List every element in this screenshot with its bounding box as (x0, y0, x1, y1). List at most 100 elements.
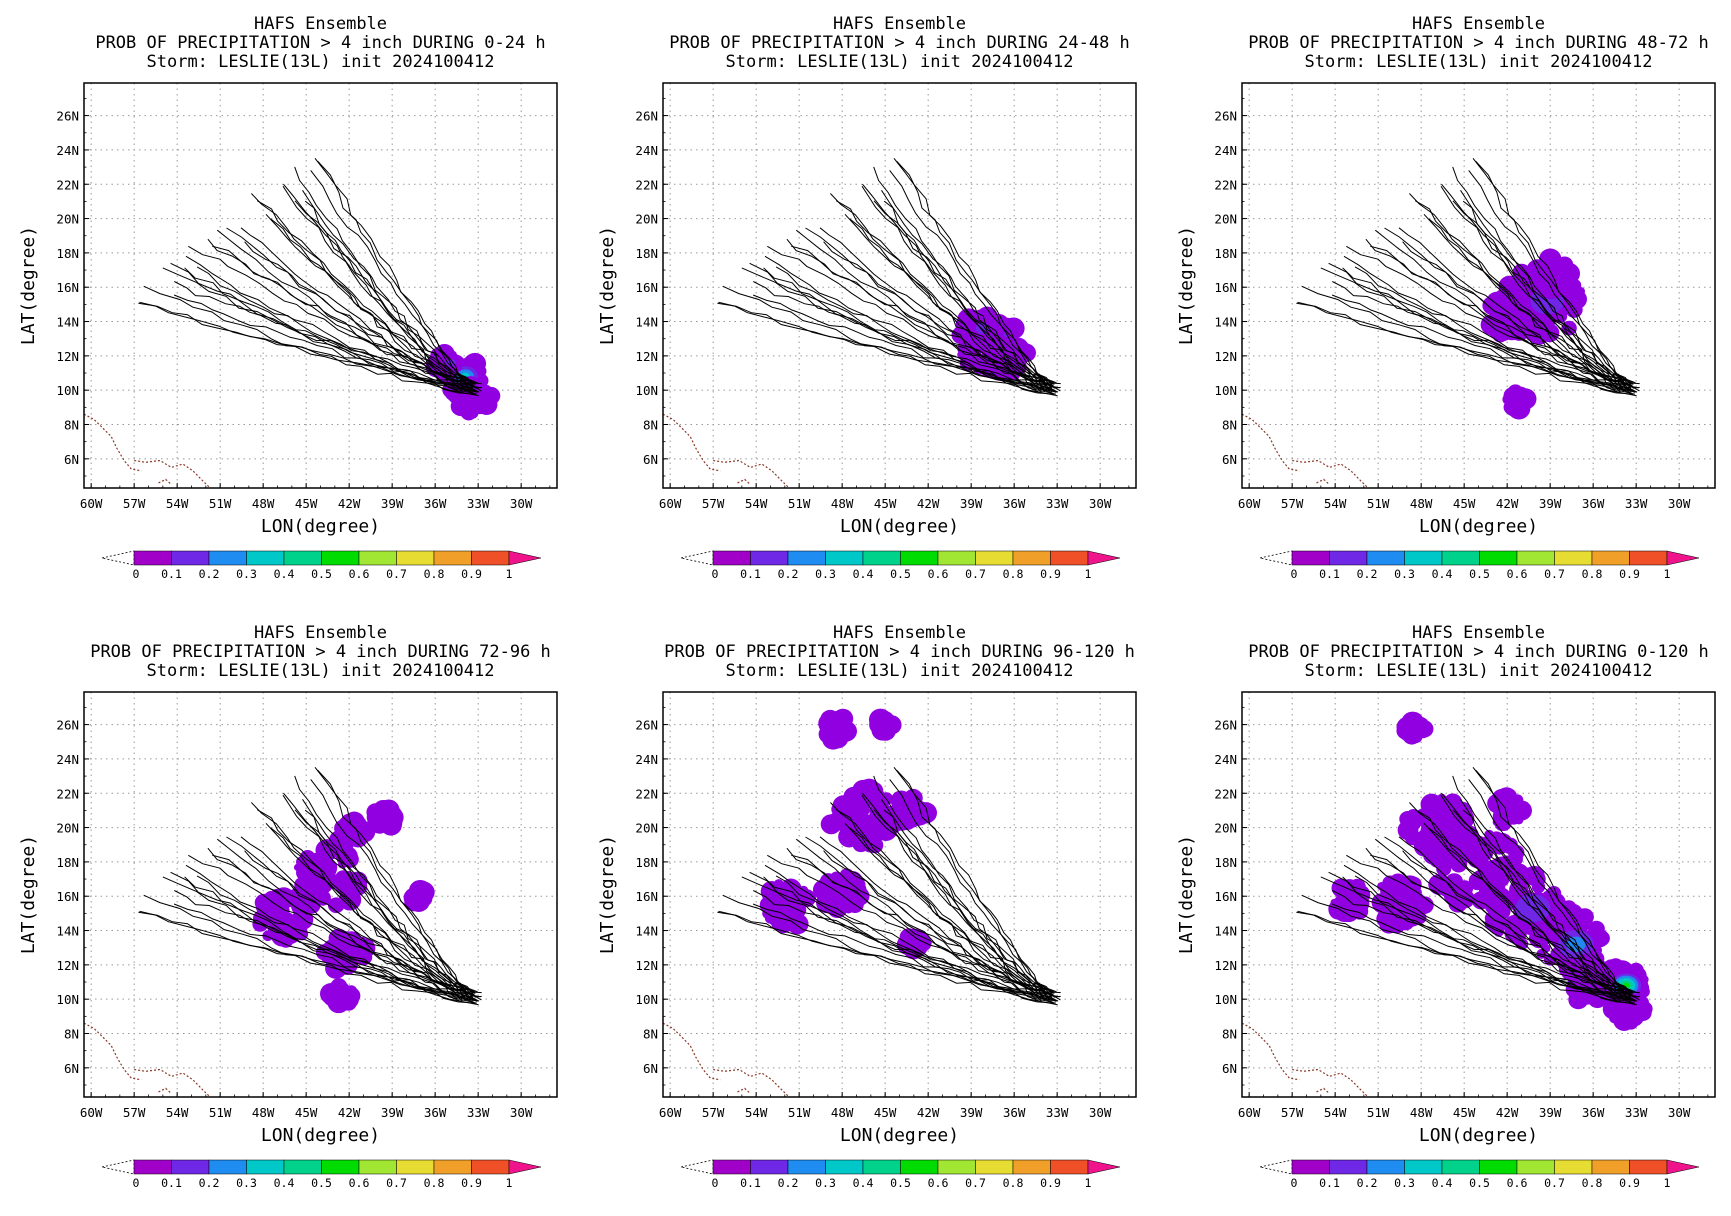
ensemble-track (893, 766, 1057, 997)
y-tick-label: 14N (1214, 315, 1237, 330)
x-tick-label: 36W (424, 496, 447, 511)
colorbar-label: 0.1 (740, 1176, 761, 1190)
colorbar-over-arrow (508, 1159, 542, 1175)
ensemble-track (302, 190, 480, 393)
colorbar-segment (712, 1159, 751, 1175)
chart-title-line: PROB OF PRECIPITATION > 4 inch DURING 0-… (1248, 642, 1709, 662)
x-axis-label: LON(degree) (840, 1125, 959, 1146)
y-tick-label: 8N (643, 1027, 658, 1042)
ensemble-track (138, 911, 482, 994)
x-tick-label: 54W (745, 496, 768, 511)
ensemble-track (830, 802, 1050, 1000)
y-tick-label: 22N (56, 177, 79, 192)
x-tick-label: 39W (960, 1105, 983, 1120)
coastline (134, 459, 211, 488)
ensemble-track (873, 775, 1053, 1000)
coastline (737, 478, 751, 486)
x-tick-label: 45W (1453, 1105, 1476, 1120)
colorbar-label: 0.3 (815, 1176, 836, 1190)
chart-title-line: HAFS Ensemble (254, 14, 387, 34)
precip-cell (1503, 837, 1518, 852)
precip-cell (327, 897, 345, 914)
ensemble-track (302, 799, 480, 1002)
chart-title-line: PROB OF PRECIPITATION > 4 inch DURING 24… (669, 33, 1130, 53)
y-tick-label: 14N (635, 924, 658, 939)
gridlines (663, 692, 1136, 1097)
y-tick-label: 10N (1214, 992, 1237, 1007)
y-tick-label: 20N (1214, 212, 1237, 227)
colorbar-segment (1516, 1159, 1555, 1175)
x-tick-label: 33W (467, 496, 490, 511)
precip-core (446, 358, 456, 367)
ensemble-track (823, 850, 1061, 1001)
y-tick-label: 20N (1214, 821, 1237, 836)
ensemble-track (1414, 200, 1636, 393)
colorbar-label: 0.9 (461, 567, 482, 581)
ensemble-track (294, 200, 476, 384)
precip-cell (334, 819, 353, 838)
precip-cell (1337, 885, 1346, 893)
colorbar-label: 0.2 (1357, 1176, 1378, 1190)
colorbar-label: 0.8 (1582, 567, 1603, 581)
plot-frame (83, 82, 558, 489)
y-tick-label: 26N (56, 109, 79, 124)
ensemble-track (1441, 183, 1630, 392)
x-tick-label: 48W (831, 496, 854, 511)
y-tick-label: 24N (1214, 752, 1237, 767)
colorbar-segment (246, 550, 285, 566)
x-tick-label: 57W (123, 1105, 146, 1120)
chart-title-line: HAFS Ensemble (833, 14, 966, 34)
precip-cell (835, 887, 850, 901)
colorbar-label: 0 (133, 1176, 140, 1190)
chart-title-line: Storm: LESLIE(13L) init 2024100412 (726, 661, 1074, 681)
coastline (1316, 1087, 1330, 1095)
colorbar-over-arrow (1087, 550, 1121, 566)
x-tick-label: 39W (1539, 496, 1562, 511)
precip-cell (450, 396, 472, 417)
colorbar-over-arrow (1087, 1159, 1121, 1175)
y-tick-label: 18N (56, 855, 79, 870)
y-tick-label: 12N (1214, 349, 1237, 364)
ensemble-track (1296, 302, 1640, 385)
x-tick-label: 51W (1367, 496, 1390, 511)
x-tick-label: 57W (702, 1105, 725, 1120)
x-tick-label: 57W (1281, 1105, 1304, 1120)
coastline (1242, 413, 1300, 472)
colorbar-segment (937, 550, 976, 566)
precip-cell (331, 981, 351, 1001)
x-tick-label: 51W (209, 496, 232, 511)
y-tick-label: 8N (1222, 1027, 1237, 1042)
precip-cell (1593, 930, 1610, 947)
colorbar-label: 0.9 (1619, 567, 1640, 581)
x-tick-label: 45W (295, 496, 318, 511)
precip-cell (1516, 387, 1526, 397)
colorbar-under-arrow (680, 550, 714, 566)
y-tick-label: 12N (635, 958, 658, 973)
colorbar-label: 1 (1085, 567, 1092, 581)
ensemble-track (170, 871, 479, 1006)
colorbar-segment (787, 550, 826, 566)
plot-frame (662, 82, 1137, 489)
colorbar-segment (1012, 550, 1051, 566)
ensemble-track (883, 809, 1053, 1002)
colorbar-segment (1554, 1159, 1593, 1175)
colorbar-segment (1629, 1159, 1668, 1175)
precip-cell (1492, 818, 1501, 827)
chart-title-line: Storm: LESLIE(13L) init 2024100412 (147, 661, 495, 681)
plot-frame (1241, 82, 1716, 489)
colorbar-label: 0.6 (349, 567, 370, 581)
colorbar-label: 0.5 (311, 567, 332, 581)
y-tick-label: 6N (64, 452, 79, 467)
precip-cell (1434, 837, 1443, 846)
colorbar-label: 0 (1291, 1176, 1298, 1190)
precip-cell (838, 819, 849, 830)
precip-cell (1001, 317, 1025, 340)
ensemble-track (830, 193, 1050, 391)
colorbar-segment (1366, 1159, 1405, 1175)
y-tick-label: 24N (56, 752, 79, 767)
colorbar-segment (396, 550, 435, 566)
x-tick-label: 36W (1582, 496, 1605, 511)
y-tick-label: 22N (1214, 177, 1237, 192)
ensemble-track (749, 871, 1058, 1006)
